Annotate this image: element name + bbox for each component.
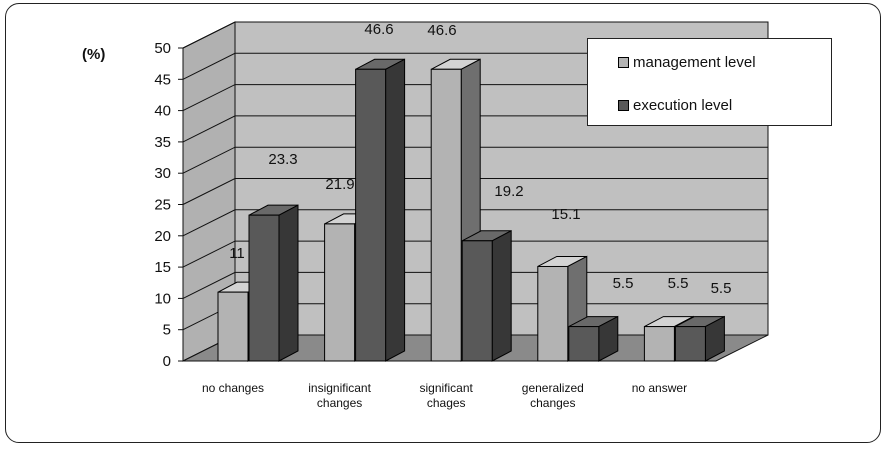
legend-label-execution: execution level (633, 97, 733, 114)
legend-swatch-management (618, 57, 629, 68)
bar (430, 68, 462, 362)
legend-swatch-execution (618, 100, 629, 111)
y-tick-label: 0 (163, 353, 171, 370)
legend-item-execution: execution level (618, 97, 732, 114)
y-tick-label: 50 (154, 40, 171, 57)
bar (643, 326, 675, 362)
bar (461, 240, 493, 362)
x-category-label: changes (317, 396, 362, 410)
axes (178, 47, 184, 362)
y-tick-labels: 0 5 10 15 20 25 30 35 40 45 50 (154, 40, 171, 370)
y-tick-label: 10 (154, 290, 171, 307)
bar (537, 265, 569, 362)
x-category-label: chages (427, 396, 466, 410)
bar (355, 68, 387, 362)
bar (568, 326, 600, 362)
x-category-label: significant (420, 381, 474, 395)
bar-side (278, 204, 299, 362)
y-tick-label: 25 (154, 197, 171, 214)
gridline (182, 178, 768, 205)
x-category-label: insignificant (308, 381, 371, 395)
data-label: 5.5 (668, 275, 689, 292)
x-category-label: changes (530, 396, 575, 410)
data-labels: 11 23.3 21.9 46.6 46.6 19.2 15.1 5.5 5.5 5.5 (229, 21, 731, 297)
y-tick-label: 15 (154, 259, 171, 276)
data-label: 5.5 (613, 275, 634, 292)
bar (248, 214, 280, 362)
data-label: 46.6 (427, 22, 456, 39)
gridline (182, 146, 768, 174)
data-label: 23.3 (268, 151, 297, 168)
y-tick-label: 35 (154, 134, 171, 151)
legend-item-management: management level (618, 54, 756, 71)
data-label: 11 (229, 245, 245, 262)
x-category-label: no changes (202, 381, 264, 395)
data-label: 15.1 (551, 206, 580, 223)
y-tick-label: 30 (154, 165, 171, 182)
bar (217, 291, 249, 362)
x-category-labels: no changes insignificantchangessignifican… (202, 381, 687, 410)
bars (217, 58, 725, 362)
y-tick-label: 5 (163, 322, 171, 339)
legend-label-management: management level (633, 54, 756, 71)
bar (674, 326, 706, 362)
gridline (182, 21, 768, 49)
data-label: 5.5 (711, 280, 732, 297)
y-tick-label: 20 (154, 228, 171, 245)
data-label: 21.9 (325, 176, 354, 193)
gridline (182, 271, 768, 299)
gridline (182, 240, 768, 268)
gridline (182, 209, 768, 237)
data-label: 46.6 (364, 21, 393, 38)
bar (324, 223, 356, 362)
y-tick-label: 40 (154, 103, 171, 120)
y-tick-label: 45 (154, 71, 171, 88)
y-unit-label: (%) (82, 46, 105, 63)
x-category-label: no answer (632, 381, 687, 395)
x-category-label: generalized (522, 381, 584, 395)
data-label: 19.2 (494, 183, 523, 200)
bar-side (491, 229, 512, 362)
legend: management level execution level (587, 38, 832, 126)
bar-side (385, 58, 406, 362)
